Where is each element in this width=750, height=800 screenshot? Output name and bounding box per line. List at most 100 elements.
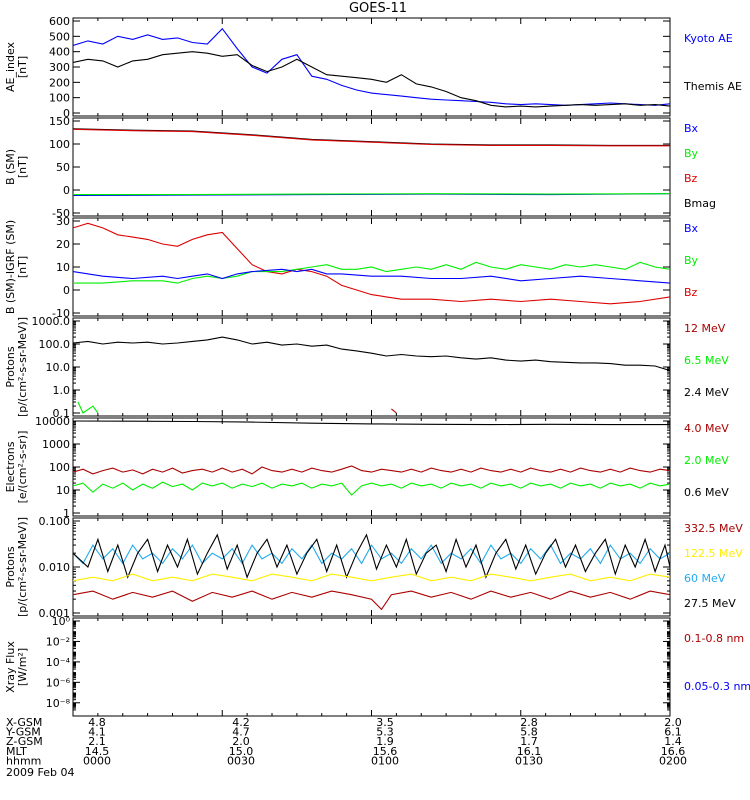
y-tick-label: 20 bbox=[56, 238, 70, 251]
series-line-kyoto-ae bbox=[73, 27, 670, 106]
series-line-332-5-mev bbox=[73, 590, 670, 611]
y-tick-label: 10 bbox=[56, 261, 70, 274]
y-tick-label: 10⁰ bbox=[52, 615, 71, 628]
panel-frame bbox=[72, 617, 671, 717]
y-axis-label: Protons bbox=[4, 546, 17, 587]
y-tick-label: 100 bbox=[49, 138, 70, 151]
legend-entry: 0.1-0.8 nm bbox=[684, 632, 744, 645]
panel-frame bbox=[72, 17, 671, 117]
legend-entry: By bbox=[684, 147, 699, 160]
y-axis-label: [W/m²] bbox=[16, 648, 29, 686]
y-tick-label: -10 bbox=[52, 307, 70, 320]
x-tick-label: 2.1 bbox=[88, 735, 106, 748]
panel-1: 0 100 200 300 400 500 600 AE_index [nT] Kyoto AE T… bbox=[4, 15, 742, 120]
series-line-122-5-mev bbox=[73, 573, 670, 582]
panel-frame bbox=[72, 517, 671, 617]
series-line-2-0-mev bbox=[73, 481, 670, 496]
series-line-27-5-mev bbox=[73, 533, 670, 579]
legend-entry: 12 MeV bbox=[684, 322, 726, 335]
y-tick-label: 100 bbox=[49, 461, 70, 474]
y-tick-label: 0.001 bbox=[39, 607, 71, 620]
y-tick-label: 0 bbox=[63, 184, 70, 197]
y-tick-label: -50 bbox=[52, 207, 70, 220]
date-label: 2009 Feb 04 bbox=[6, 766, 74, 779]
series-line-bz bbox=[73, 222, 670, 305]
series-line-by bbox=[73, 193, 670, 196]
y-tick-label: 50 bbox=[56, 161, 70, 174]
y-axis-label: [p/(cm²-s-sr-MeV)] bbox=[16, 317, 29, 417]
y-tick-label: 10000 bbox=[35, 415, 70, 428]
legend-entry: 122.5 MeV bbox=[684, 547, 743, 560]
y-axis-label: [p/(cm²-s-sr-MeV)] bbox=[16, 517, 29, 617]
legend-entry: 2.0 MeV bbox=[684, 454, 729, 467]
x-tick-label: 4.8 bbox=[88, 716, 106, 729]
y-tick-label: 150 bbox=[49, 115, 70, 128]
y-axis-label: Electrons bbox=[4, 441, 17, 492]
x-tick-label: 2.0 bbox=[664, 716, 682, 729]
series-line-6-5-mev bbox=[77, 401, 99, 414]
x-tick-label: 2.8 bbox=[520, 716, 538, 729]
x-tick-label: 3.5 bbox=[376, 716, 394, 729]
y-tick-label: 500 bbox=[49, 30, 70, 43]
legend-entry: By bbox=[684, 254, 699, 267]
series-line-60-mev bbox=[73, 544, 670, 565]
series-line-0-6-mev bbox=[73, 420, 670, 426]
y-axis-label: [e/(cm²-s-sr)] bbox=[16, 431, 29, 504]
x-tick-label: 15.6 bbox=[373, 745, 398, 758]
y-axis-label: [nT] bbox=[16, 56, 29, 78]
y-tick-label: 1000.0 bbox=[32, 315, 71, 328]
y-tick-label: 1 bbox=[63, 507, 70, 520]
y-tick-label: 0.100 bbox=[39, 515, 71, 528]
chart-title: GOES-11 bbox=[349, 1, 407, 16]
series-line-bx bbox=[73, 268, 670, 284]
y-axis-label: Protons bbox=[4, 346, 17, 387]
x-tick-label: 14.5 bbox=[85, 745, 110, 758]
legend-entry: 0.05-0.3 nm bbox=[684, 680, 750, 693]
legend-entry: Bx bbox=[684, 222, 699, 235]
x-tick-label: 4.7 bbox=[232, 726, 250, 739]
series-line-by bbox=[73, 261, 670, 284]
y-tick-label: 10⁻² bbox=[46, 635, 70, 648]
legend-entry: Kyoto AE bbox=[684, 32, 733, 45]
series-line-themis-ae bbox=[73, 51, 670, 108]
panel-frame bbox=[72, 317, 671, 417]
legend-entry: Bx bbox=[684, 122, 699, 135]
legend-entry: Themis AE bbox=[683, 80, 742, 93]
x-tick-label: 16.1 bbox=[517, 745, 542, 758]
x-row-label: MLT bbox=[6, 745, 27, 758]
legend-entry: 60 MeV bbox=[684, 572, 726, 585]
legend-entry: 27.5 MeV bbox=[684, 597, 736, 610]
legend-entry: 6.5 MeV bbox=[684, 354, 729, 367]
panel-frame bbox=[72, 117, 671, 217]
x-tick-label: 0100 bbox=[371, 754, 399, 767]
legend-entry: 2.4 MeV bbox=[684, 386, 729, 399]
x-tick-label: 0130 bbox=[515, 754, 543, 767]
panel-frame bbox=[72, 417, 671, 517]
x-tick-label: 1.9 bbox=[376, 735, 394, 748]
x-tick-label: 0000 bbox=[83, 754, 111, 767]
series-line-2-4-mev bbox=[73, 336, 670, 372]
x-tick-label: 0200 bbox=[659, 754, 687, 767]
x-axis-labels: X-GSM 4.8 4.2 3.5 2.8 2.0 Y-GSM 4.1 4.7 5.3 5.8 6.1… bbox=[5, 716, 687, 779]
x-tick-label: 1.7 bbox=[520, 735, 538, 748]
panel-4: 0.1 1.0 10.0 100.0 1000.0 Protons [p/(cm²-s-sr… bbox=[4, 315, 729, 420]
y-tick-label: 100.0 bbox=[39, 338, 71, 351]
x-tick-label: 0030 bbox=[227, 754, 255, 767]
panel-3: -10 0 10 20 30 B (SM)-IGRF (SM) [nT] Bx By Bz bbox=[4, 215, 699, 320]
x-tick-label: 2.0 bbox=[232, 735, 250, 748]
y-tick-label: 400 bbox=[49, 46, 70, 59]
y-tick-label: 10⁻⁶ bbox=[46, 676, 71, 689]
panel-5: 1 10 100 1000 10000 Electrons [e/(cm²-s-sr)] 4.… bbox=[4, 415, 729, 520]
panel-2: -50 0 50 100 150 B (SM) [nT] Bx By Bz Bmag bbox=[4, 115, 716, 220]
y-tick-label: 200 bbox=[49, 76, 70, 89]
y-axis-label: B (SM)-IGRF (SM) bbox=[4, 220, 17, 314]
x-tick-label: 5.3 bbox=[376, 726, 394, 739]
panel-6: 0.001 0.010 0.100 Protons [p/(cm²-s-sr-MeV)]… bbox=[4, 515, 743, 620]
y-tick-label: 10⁻⁴ bbox=[46, 656, 71, 669]
legend-entry: 332.5 MeV bbox=[684, 522, 743, 535]
y-tick-label: 10 bbox=[56, 484, 70, 497]
y-tick-label: 600 bbox=[49, 15, 70, 28]
y-tick-label: 0.010 bbox=[39, 561, 71, 574]
y-tick-label: 0.1 bbox=[53, 407, 71, 420]
